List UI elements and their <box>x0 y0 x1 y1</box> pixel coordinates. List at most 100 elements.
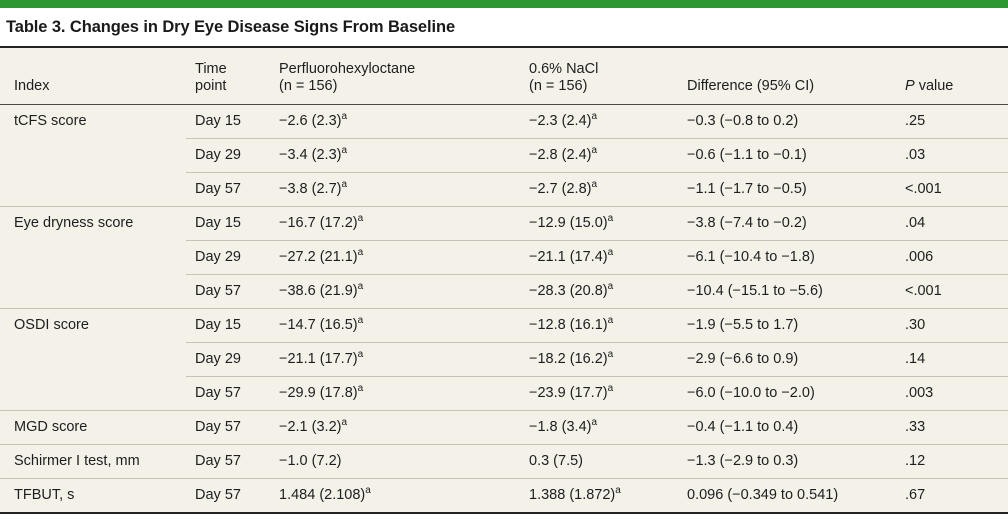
cell-time-point: Day 15 <box>186 308 270 343</box>
footnote-marker: a <box>591 417 598 429</box>
cell-drug-value: −2.1 (3.2)a <box>270 410 520 445</box>
cell-time-point: Day 57 <box>186 478 270 514</box>
cell-drug-value: −21.1 (17.7)a <box>270 342 520 377</box>
cell-p-value: .04 <box>896 206 1008 241</box>
cell-index <box>0 343 186 377</box>
table-row: Schirmer I test, mm Day 57 −1.0 (7.2) 0.… <box>0 444 1008 479</box>
footnote-marker: a <box>591 145 598 157</box>
footnote-marker: a <box>357 213 364 225</box>
table-title: Table 3. Changes in Dry Eye Disease Sign… <box>6 18 456 36</box>
cell-drug-value: −14.7 (16.5)a <box>270 308 520 343</box>
table-row: Day 57 −29.9 (17.8)a −23.9 (17.7)a −6.0 … <box>0 376 1008 411</box>
cell-difference: −10.4 (−15.1 to −5.6) <box>678 274 896 309</box>
header-row: Index Time point Perfluorohexyloctane (n =… <box>0 46 1008 105</box>
column-header-nacl: 0.6% NaCl (n = 156) <box>520 46 678 105</box>
footnote-marker: a <box>341 179 348 191</box>
cell-index <box>0 241 186 275</box>
cell-nacl-value: 0.3 (7.5) <box>520 444 678 479</box>
footnote-marker: a <box>341 145 348 157</box>
cell-p-value: <.001 <box>896 274 1008 309</box>
cell-p-value: .14 <box>896 342 1008 377</box>
dry-eye-signs-table: Index Time point Perfluorohexyloctane (n =… <box>0 46 1008 514</box>
cell-time-point: Day 29 <box>186 138 270 173</box>
cell-nacl-value: −1.8 (3.4)a <box>520 410 678 445</box>
footnote-marker: a <box>341 111 348 123</box>
cell-nacl-value: −2.7 (2.8)a <box>520 172 678 207</box>
cell-p-value: .30 <box>896 308 1008 343</box>
footnote-marker: a <box>365 485 371 497</box>
cell-time-point: Day 57 <box>186 274 270 309</box>
column-header-index: Index <box>0 46 186 105</box>
footnote-marker: a <box>591 179 598 191</box>
cell-nacl-value: −21.1 (17.4)a <box>520 240 678 275</box>
cell-index <box>0 377 186 411</box>
cell-index: OSDI score <box>0 308 186 343</box>
cell-drug-value: −38.6 (21.9)a <box>270 274 520 309</box>
column-header-time-point: Time point <box>186 46 270 105</box>
footnote-marker: a <box>357 247 364 259</box>
footnote-marker: a <box>607 349 614 361</box>
column-header-perfluorohexyloctane: Perfluorohexyloctane (n = 156) <box>270 46 520 105</box>
footnote-marker: a <box>607 213 614 225</box>
cell-nacl-value: −2.3 (2.4)a <box>529 111 598 129</box>
cell-nacl-value: −12.8 (16.1)a <box>520 308 678 343</box>
footnote-marker: a <box>357 383 364 395</box>
cell-drug-value: −3.8 (2.7)a <box>270 172 520 207</box>
cell-p-value: .006 <box>896 240 1008 275</box>
cell-p-value: .33 <box>896 410 1008 445</box>
footnote-marker: a <box>607 281 614 293</box>
table-row: Eye dryness score Day 15 −16.7 (17.2)a −… <box>0 206 1008 241</box>
table-row: TFBUT, s Day 57 1.484 (2.108)a 1.388 (1.… <box>0 478 1008 514</box>
cell-time-point: Day 29 <box>186 342 270 377</box>
cell-index: Eye dryness score <box>0 206 186 241</box>
cell-difference: −3.8 (−7.4 to −0.2) <box>678 206 896 241</box>
cell-drug-value: −3.4 (2.3)a <box>270 138 520 173</box>
cell-nacl-value: −12.9 (15.0)a <box>520 206 678 241</box>
cell-p-value: .12 <box>896 444 1008 479</box>
cell-difference: −2.9 (−6.6 to 0.9) <box>678 342 896 377</box>
cell-nacl-value: −18.2 (16.2)a <box>520 342 678 377</box>
cell-nacl-value: −28.3 (20.8)a <box>520 274 678 309</box>
cell-index: tCFS score <box>14 113 87 130</box>
cell-time-point: Day 15 <box>186 206 270 241</box>
footnote-marker: a <box>615 485 621 497</box>
cell-nacl-value: −23.9 (17.7)a <box>520 376 678 411</box>
cell-difference: −0.6 (−1.1 to −0.1) <box>678 138 896 173</box>
cell-drug-value: −2.6 (2.3)a <box>279 111 348 129</box>
cell-p-value: .003 <box>896 376 1008 411</box>
cell-index <box>0 139 186 173</box>
cell-drug-value: −27.2 (21.1)a <box>270 240 520 275</box>
table-row: tCFS score Day 15 −2.6 (2.3)a −2.3 (2.4)… <box>0 105 1008 139</box>
cell-time-point: Day 15 <box>195 113 241 129</box>
accent-bar <box>0 0 1008 8</box>
cell-index <box>0 275 186 309</box>
cell-difference: −1.9 (−5.5 to 1.7) <box>678 308 896 343</box>
cell-difference: −1.3 (−2.9 to 0.3) <box>678 444 896 479</box>
cell-index <box>0 173 186 207</box>
cell-index: Schirmer I test, mm <box>0 444 186 479</box>
table-row: Day 57 −3.8 (2.7)a −2.7 (2.8)a −1.1 (−1.… <box>0 172 1008 207</box>
cell-difference: −1.1 (−1.7 to −0.5) <box>678 172 896 207</box>
cell-drug-value: 1.484 (2.108)a <box>270 478 520 514</box>
footnote-marker: a <box>341 417 348 429</box>
table-body: tCFS score Day 15 −2.6 (2.3)a −2.3 (2.4)… <box>0 105 1008 514</box>
cell-p-value: <.001 <box>896 172 1008 207</box>
column-header-difference: Difference (95% CI) <box>678 46 896 105</box>
table-row: Day 29 −27.2 (21.1)a −21.1 (17.4)a −6.1 … <box>0 240 1008 275</box>
cell-difference: −6.0 (−10.0 to −2.0) <box>678 376 896 411</box>
cell-drug-value: −29.9 (17.8)a <box>270 376 520 411</box>
cell-time-point: Day 57 <box>186 376 270 411</box>
table-row: Day 57 −38.6 (21.9)a −28.3 (20.8)a −10.4… <box>0 274 1008 309</box>
cell-drug-value: −16.7 (17.2)a <box>270 206 520 241</box>
cell-index: TFBUT, s <box>0 478 186 514</box>
cell-nacl-value: −2.8 (2.4)a <box>520 138 678 173</box>
table-row: Day 29 −3.4 (2.3)a −2.8 (2.4)a −0.6 (−1.… <box>0 138 1008 173</box>
cell-drug-value: −1.0 (7.2) <box>270 444 520 479</box>
footnote-marker: a <box>357 281 364 293</box>
cell-p-value: .25 <box>905 113 926 129</box>
cell-time-point: Day 57 <box>186 172 270 207</box>
table-row: OSDI score Day 15 −14.7 (16.5)a −12.8 (1… <box>0 308 1008 343</box>
cell-difference: −0.4 (−1.1 to 0.4) <box>678 410 896 445</box>
cell-difference: −6.1 (−10.4 to −1.8) <box>678 240 896 275</box>
